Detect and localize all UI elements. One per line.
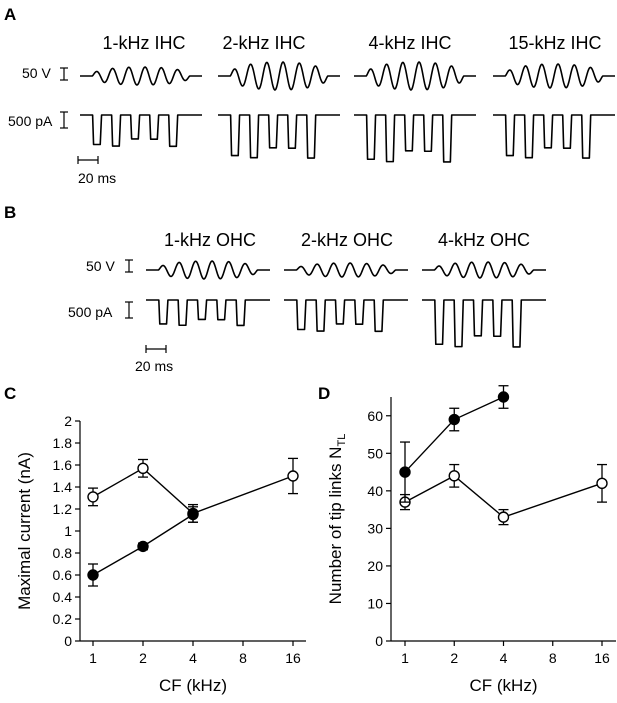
chart-d-point-filled: [448, 413, 460, 426]
chart-d-y-tick-label: 30: [367, 520, 383, 536]
chart-c-y-tick-label: 0.2: [53, 611, 73, 627]
chart-c-y-tick-label: 1.8: [53, 435, 73, 451]
chart-c-y-tick-label: 0: [64, 633, 72, 649]
panel-a-current-trace-2: [218, 114, 340, 159]
chart-d-point-filled: [399, 466, 411, 478]
panel-a-voltage-scale-bar: [60, 67, 68, 81]
panel-b-title-1: 1-kHz OHC: [164, 230, 256, 250]
chart-d-y-axis-label: Number of tip links NTL: [326, 434, 348, 605]
panel-a-voltage-trace-4: [493, 63, 615, 89]
panel-a-title-2: 2-kHz IHC: [222, 33, 305, 53]
chart-c-y-tick-label: 0.8: [53, 545, 73, 561]
chart-d-y-tick-label: 60: [367, 408, 383, 424]
chart-c-point-filled: [187, 508, 199, 521]
chart-c-point-open: [137, 462, 149, 474]
panel-a-current-scale-label: 500 pA: [8, 113, 53, 129]
chart-d-point-open: [448, 470, 460, 482]
panel-d-label: D: [318, 384, 330, 403]
chart-c-x-tick-label: 1: [89, 650, 97, 666]
chart-c-y-tick-label: 1.4: [53, 479, 73, 495]
chart-d-y-tick-label: 20: [367, 558, 383, 574]
chart-c-y-tick-label: 1.2: [53, 501, 73, 517]
panel-b-voltage-scale-bar: [125, 259, 133, 273]
chart-c-point-open: [287, 470, 299, 482]
panel-b-title-3: 4-kHz OHC: [438, 230, 530, 250]
panel-a-current-scale-bar: [60, 111, 68, 129]
panel-b-title-2: 2-kHz OHC: [301, 230, 393, 250]
chart-d-y-tick-label: 0: [375, 633, 383, 649]
chart-c-x-tick-label: 2: [139, 650, 147, 666]
chart-c-y-tick-label: 2: [64, 413, 72, 429]
panel-a-title-1: 1-kHz IHC: [102, 33, 185, 53]
chart-d: 0 10 20 30 40 50 60 1 2 4 8 16 CF (kHz) Number of tip…: [326, 385, 616, 695]
panel-a-label: A: [4, 5, 16, 24]
panel-b-current-scale-bar: [125, 301, 133, 319]
chart-c-point-open: [87, 491, 99, 503]
chart-d-x-tick-label: 4: [500, 650, 508, 666]
panel-b-voltage-trace-3: [422, 261, 546, 279]
chart-d-x-tick-label: 2: [450, 650, 458, 666]
panel-a-time-scale-bar: [77, 156, 99, 164]
chart-c-point-filled: [137, 540, 149, 553]
chart-d-series-open-line: [404, 474, 603, 518]
panel-a-current-trace-3: [354, 114, 476, 163]
panel-a-voltage-scale-label: 50 V: [22, 65, 51, 81]
chart-d-y-tick-label: 50: [367, 445, 383, 461]
panel-a-time-scale-label: 20 ms: [78, 170, 116, 186]
chart-d-x-tick-label: 16: [594, 650, 610, 666]
panel-b-label: B: [4, 203, 16, 222]
chart-d-point-filled: [497, 391, 510, 403]
panel-b-voltage-trace-2: [284, 262, 408, 278]
panel-a-voltage-trace-3: [354, 61, 476, 91]
chart-c-x-tick-label: 4: [189, 650, 197, 666]
chart-d-x-tick-label: 8: [549, 650, 557, 666]
panel-a-voltage-trace-2: [218, 61, 340, 91]
panel-a-title-3: 4-kHz IHC: [368, 33, 451, 53]
panel-b-current-scale-label: 500 pA: [68, 304, 113, 320]
chart-c-x-tick-label: 8: [239, 650, 247, 666]
chart-c-y-tick-label: 0.4: [53, 589, 73, 605]
chart-c-y-tick-label: 1: [64, 523, 72, 539]
chart-c-point-filled: [87, 569, 99, 581]
chart-d-y-tick-label: 10: [367, 595, 383, 611]
panel-b-current-trace-3: [422, 299, 546, 348]
chart-d-point-open: [497, 511, 510, 523]
chart-d-x-axis-label: CF (kHz): [470, 676, 538, 695]
chart-d-x-tick-label: 1: [401, 650, 409, 666]
chart-d-point-open: [596, 477, 608, 490]
chart-c-series-open-line: [92, 467, 294, 515]
panel-b-time-scale-bar: [145, 345, 167, 353]
panel-b-time-scale-label: 20 ms: [135, 358, 173, 374]
panel-b-voltage-trace-1: [146, 260, 270, 280]
chart-c-y-tick-label: 1.6: [53, 457, 73, 473]
chart-d-y-axis-label-sub: TL: [336, 434, 348, 447]
panel-b-voltage-scale-label: 50 V: [86, 258, 115, 274]
panel-c-label: C: [4, 384, 16, 403]
panel-a-current-trace-4: [493, 114, 615, 159]
chart-d-y-tick-label: 40: [367, 483, 383, 499]
panel-a-title-4: 15-kHz IHC: [508, 33, 601, 53]
panel-b-current-trace-1: [146, 299, 270, 327]
chart-c-x-axis-label: CF (kHz): [159, 676, 227, 695]
chart-c-y-axis-label: Maximal current (nA): [15, 452, 34, 610]
panel-b-current-trace-2: [284, 299, 408, 333]
panel-a-voltage-trace-1: [80, 66, 202, 86]
chart-c-x-tick-label: 16: [285, 650, 301, 666]
panel-a-current-trace-1: [80, 114, 202, 148]
chart-c: 0 0.2 0.4 0.6 0.8 1 1.2 1.4 1.6 1.8 2 1 2 4 8 16 CF (kHz…: [15, 413, 306, 695]
chart-c-y-tick-label: 0.6: [53, 567, 73, 583]
